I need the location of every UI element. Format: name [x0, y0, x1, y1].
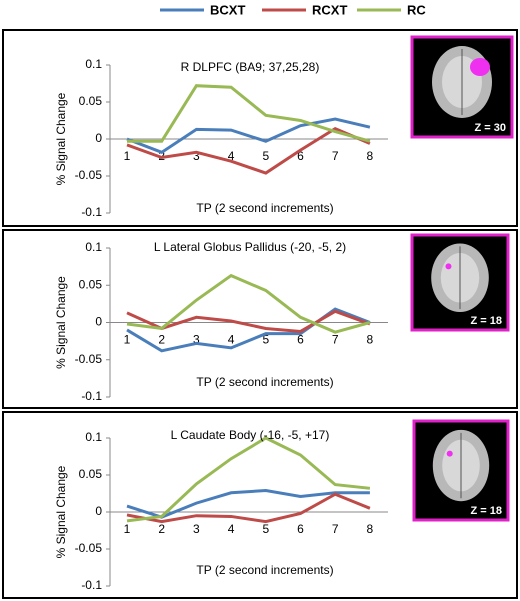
y-tick-label: -0.05 — [75, 541, 103, 555]
x-tick-label: 6 — [297, 333, 304, 347]
legend-label: RC — [407, 2, 426, 17]
panel — [2, 411, 518, 599]
x-tick-label: 5 — [262, 522, 269, 536]
activation — [445, 263, 452, 270]
chart-title: R DLPFC (BA9; 37,25,28) — [181, 60, 320, 74]
x-tick-label: 2 — [158, 333, 165, 347]
y-tick-label: 0.1 — [85, 240, 102, 254]
x-tick-label: 7 — [332, 522, 339, 536]
x-axis-title: TP (2 second increments) — [196, 375, 333, 389]
y-tick-label: 0.1 — [85, 57, 102, 71]
y-tick-label: -0.1 — [81, 578, 102, 592]
x-tick-label: 8 — [367, 522, 374, 536]
x-tick-label: 6 — [297, 522, 304, 536]
series-line — [126, 126, 371, 175]
x-tick-label: 4 — [228, 522, 235, 536]
y-tick-label: 0.05 — [79, 467, 103, 481]
x-axis-title: TP (2 second increments) — [196, 563, 333, 577]
y-axis-title: % Signal Change — [54, 465, 68, 558]
inset-label: Z = 18 — [471, 505, 503, 517]
inset-label: Z = 30 — [475, 122, 507, 134]
x-tick-label: 1 — [124, 522, 131, 536]
y-tick-label: -0.1 — [81, 389, 102, 403]
x-tick-label: 1 — [124, 149, 131, 163]
y-tick-label: 0 — [95, 131, 102, 145]
y-tick-label: 0 — [95, 504, 102, 518]
x-tick-label: 3 — [193, 522, 200, 536]
y-tick-label: 0 — [95, 315, 102, 329]
series-line — [126, 436, 371, 523]
x-axis-title: TP (2 second increments) — [196, 201, 333, 215]
series-line — [126, 117, 371, 154]
x-tick-label: 8 — [367, 149, 374, 163]
chart-title: L Caudate Body (-16, -5, +17) — [171, 428, 330, 442]
legend-label: RCXT — [312, 2, 347, 17]
x-tick-label: 2 — [158, 522, 165, 536]
chart-title: L Lateral Globus Pallidus (-20, -5, 2) — [154, 240, 346, 254]
activation — [446, 450, 453, 457]
y-tick-label: 0.05 — [79, 94, 103, 108]
x-tick-label: 7 — [332, 333, 339, 347]
series-line — [126, 309, 371, 333]
x-tick-label: 5 — [262, 333, 269, 347]
series-line — [126, 492, 371, 524]
y-tick-label: -0.05 — [75, 352, 103, 366]
legend-label: BCXT — [210, 2, 245, 17]
series-line — [126, 273, 371, 334]
y-axis-title: % Signal Change — [54, 276, 68, 369]
x-tick-label: 1 — [124, 333, 131, 347]
activation — [470, 58, 490, 76]
x-tick-label: 4 — [228, 149, 235, 163]
y-axis-title: % Signal Change — [54, 92, 68, 185]
inset-label: Z = 18 — [471, 315, 503, 327]
series-line — [126, 489, 370, 519]
y-tick-label: -0.1 — [81, 205, 102, 219]
x-tick-label: 4 — [228, 333, 235, 347]
y-tick-label: -0.05 — [75, 168, 103, 182]
panel — [2, 29, 518, 227]
x-tick-label: 6 — [297, 149, 304, 163]
panel — [2, 229, 518, 409]
x-tick-label: 3 — [193, 149, 200, 163]
x-tick-label: 7 — [332, 149, 339, 163]
y-tick-label: 0.1 — [85, 430, 102, 444]
y-tick-label: 0.05 — [79, 277, 103, 291]
x-tick-label: 5 — [262, 149, 269, 163]
x-tick-label: 3 — [193, 333, 200, 347]
series-line — [127, 84, 371, 143]
x-tick-label: 8 — [367, 333, 374, 347]
